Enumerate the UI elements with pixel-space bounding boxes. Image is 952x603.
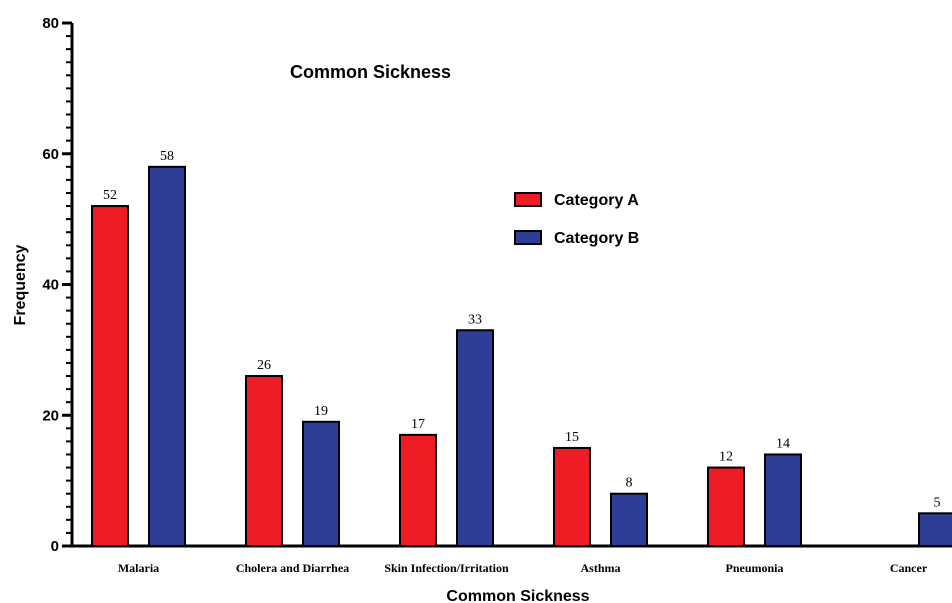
x-axis-title: Common Sickness — [446, 588, 589, 603]
legend-swatch — [514, 230, 542, 245]
y-axis-title: Frequency — [12, 244, 29, 325]
y-tick-label: 40 — [42, 277, 59, 294]
bar — [245, 375, 283, 547]
legend-swatch — [514, 192, 542, 207]
data-label: 12 — [719, 450, 733, 465]
data-label: 5 — [934, 495, 941, 510]
bar — [91, 205, 129, 548]
bar — [764, 453, 802, 548]
axes — [70, 23, 952, 548]
data-label: 26 — [257, 358, 271, 373]
y-tick-label: 0 — [51, 538, 59, 555]
bar — [302, 420, 340, 548]
x-tick-label: Malaria — [118, 561, 159, 575]
data-label: 33 — [468, 312, 482, 327]
legend-label: Category B — [554, 230, 639, 247]
data-label: 17 — [411, 417, 425, 432]
bar — [918, 512, 952, 547]
x-tick-label: Cholera and Diarrhea — [236, 561, 349, 575]
bar — [707, 466, 745, 547]
bar — [610, 492, 648, 548]
data-labels: 52 58 26 19 17 33 15 8 12 14 5 — [103, 149, 941, 510]
category-labels: Malaria Cholera and Diarrhea Skin Infectio… — [118, 561, 928, 575]
x-tick-label: Cancer — [890, 561, 928, 575]
legend-label: Category A — [554, 192, 639, 209]
bar — [148, 165, 186, 547]
y-tick-label: 20 — [42, 407, 59, 424]
data-label: 19 — [314, 404, 328, 419]
bar — [399, 433, 437, 547]
y-tick-label: 80 — [42, 15, 59, 32]
bar — [456, 329, 494, 548]
y-tick-label: 60 — [42, 146, 59, 163]
data-label: 15 — [565, 430, 579, 445]
y-ticks: 0 20 40 60 80 — [42, 15, 72, 555]
x-tick-label: Asthma — [580, 561, 620, 575]
data-label: 52 — [103, 188, 117, 203]
data-label: 8 — [626, 476, 633, 491]
bars — [91, 165, 952, 548]
x-tick-label: Pneumonia — [725, 561, 783, 575]
bar — [553, 446, 591, 547]
chart-title: Common Sickness — [290, 62, 451, 82]
legend: Category A Category B — [514, 192, 639, 247]
x-tick-label: Skin Infection/Irritation — [384, 561, 509, 575]
data-label: 14 — [776, 436, 790, 451]
data-label: 58 — [160, 149, 174, 164]
